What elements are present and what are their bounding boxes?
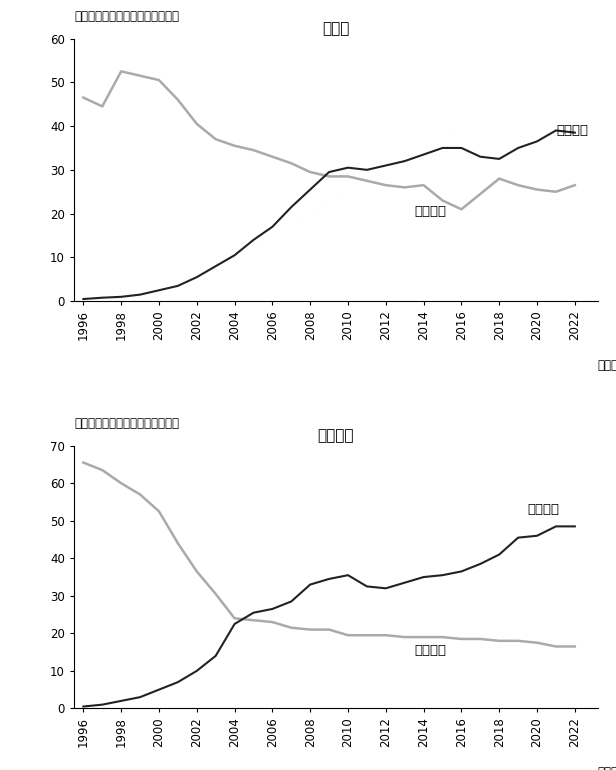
- Text: （年）: （年）: [598, 766, 616, 770]
- Text: （年）: （年）: [598, 359, 616, 372]
- Title: 従業員数: 従業員数: [317, 428, 354, 444]
- Text: 民営企業: 民営企業: [527, 503, 559, 516]
- Text: 民営企業: 民営企業: [556, 124, 588, 137]
- Title: 売上高: 売上高: [322, 21, 349, 36]
- Text: 国有企業: 国有企業: [414, 205, 446, 218]
- Text: （工業企業に占めるシェア、％）: （工業企業に占めるシェア、％）: [74, 417, 179, 430]
- Text: （工業企業に占めるシェア、％）: （工業企業に占めるシェア、％）: [74, 10, 179, 23]
- Text: 国有企業: 国有企業: [414, 644, 446, 657]
